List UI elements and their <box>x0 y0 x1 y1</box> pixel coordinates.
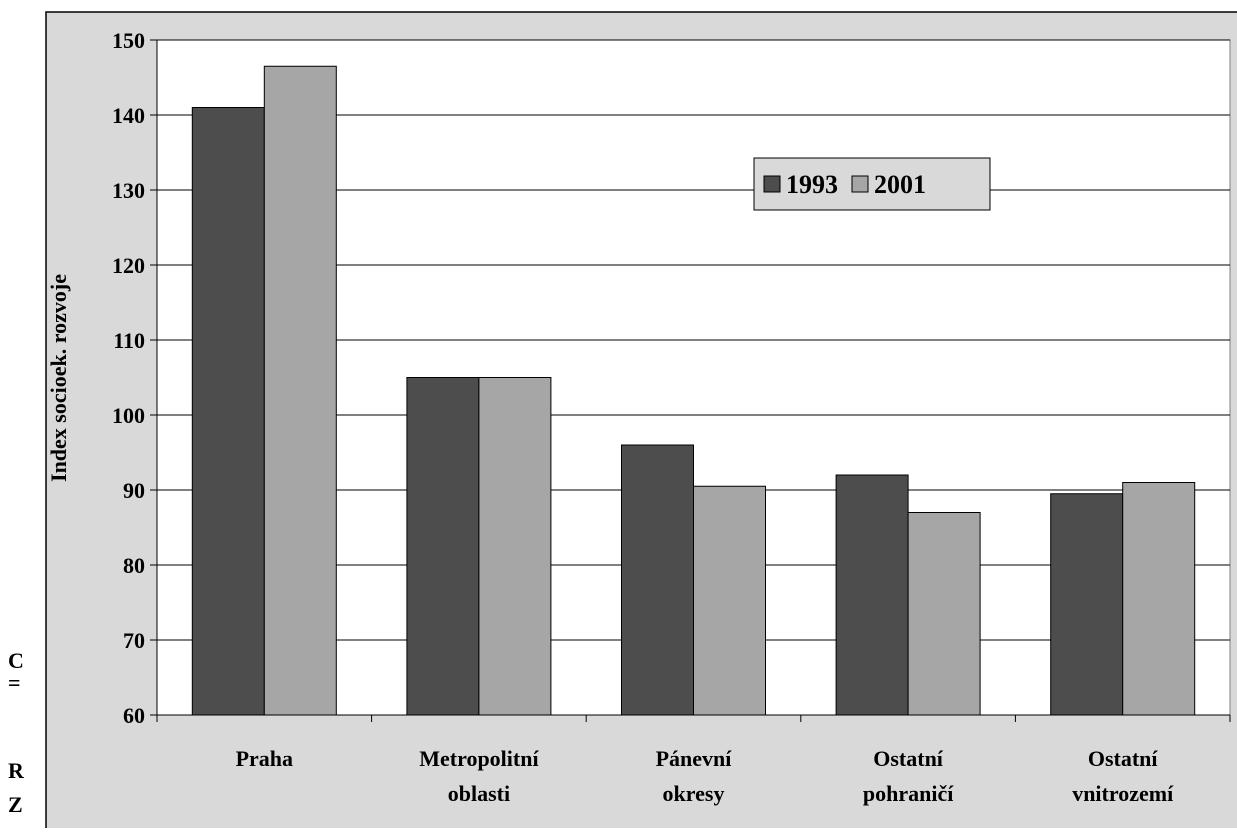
y-tick-label: 100 <box>112 403 145 428</box>
y-tick-label: 140 <box>112 103 145 128</box>
x-tick-label: oblasti <box>448 781 510 806</box>
bar <box>835 474 909 716</box>
y-tick-label: 120 <box>112 253 145 278</box>
bar <box>693 485 766 716</box>
y-tick-label: 110 <box>113 328 145 353</box>
x-tick-label: Metropolitní <box>419 746 539 771</box>
x-tick-label: okresy <box>663 781 725 806</box>
bar <box>907 512 981 716</box>
y-axis-label: Index socioek. rozvoje <box>46 274 71 482</box>
legend-label: 1993 <box>786 170 838 199</box>
bar <box>263 65 337 716</box>
y-tick-label: 90 <box>123 478 145 503</box>
x-tick-label: Ostatní <box>873 746 944 771</box>
bar <box>621 444 694 716</box>
bar <box>1050 493 1124 716</box>
bar <box>478 377 552 716</box>
legend-box <box>753 157 991 211</box>
x-tick-label: Praha <box>236 746 293 771</box>
legend-swatch <box>763 175 781 193</box>
y-tick-label: 80 <box>123 553 145 578</box>
x-tick-label: vnitrozemí <box>1072 781 1174 806</box>
x-tick-label: Pánevní <box>656 746 733 771</box>
bar <box>191 107 265 716</box>
x-tick-label: pohraničí <box>863 781 954 806</box>
fragment: C <box>8 648 24 673</box>
legend-swatch <box>851 175 869 193</box>
bar <box>1122 482 1196 716</box>
y-tick-label: 150 <box>112 28 145 53</box>
fragment: Z <box>8 792 23 817</box>
fragment: R <box>8 758 25 783</box>
y-tick-label: 130 <box>112 178 145 203</box>
fragment: = <box>8 670 21 695</box>
bar <box>406 377 480 716</box>
y-tick-label: 70 <box>123 628 145 653</box>
legend-label: 2001 <box>874 170 926 199</box>
x-tick-label: Ostatní <box>1088 746 1159 771</box>
y-tick-label: 60 <box>123 703 145 728</box>
